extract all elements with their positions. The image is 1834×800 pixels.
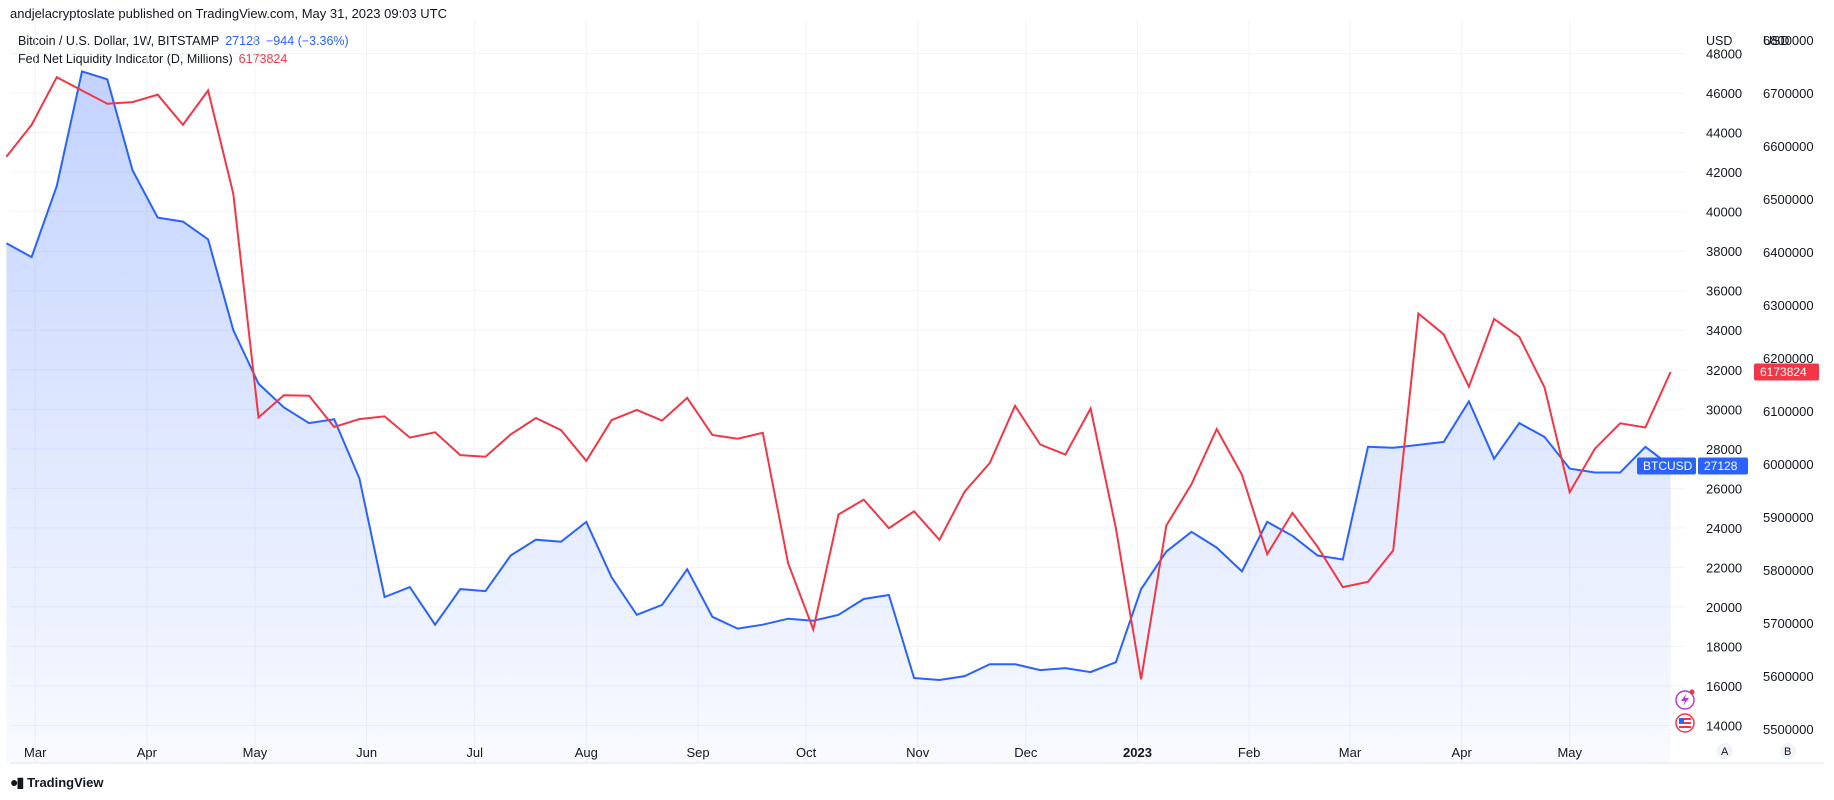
brand-name: TradingView xyxy=(27,775,104,790)
us-flag-icon[interactable] xyxy=(1675,713,1695,733)
btc-tick-label: 20000 xyxy=(1706,600,1742,615)
btc-tick-label: 26000 xyxy=(1706,481,1742,496)
x-tick-label: Sep xyxy=(686,745,709,760)
fed-tick-label: 6000000 xyxy=(1763,457,1814,472)
fed-series-line[interactable] xyxy=(5,75,1672,680)
fed-current-badge: 6173824 xyxy=(1754,363,1819,381)
x-tick-label: Dec xyxy=(1014,745,1038,760)
btc-tick-label: 38000 xyxy=(1706,244,1742,259)
x-tick-label: Aug xyxy=(575,745,598,760)
btc-tick-label: 32000 xyxy=(1706,363,1742,378)
btc-badge-value: 27128 xyxy=(1704,459,1738,473)
fed-tick-label: 6500000 xyxy=(1763,192,1814,207)
fed-price-axis[interactable]: 5500000 5600000 5700000 5800000 5900000 60000… xyxy=(1763,33,1814,737)
btc-axis-unit: USD xyxy=(1706,34,1732,48)
time-axis[interactable]: Mar Apr May Jun Jul Aug Sep Oct Nov Dec 2023 Feb Mar… xyxy=(24,745,1582,760)
fed-tick-label: 6300000 xyxy=(1763,298,1814,313)
x-tick-label: 2023 xyxy=(1123,745,1152,760)
x-tick-label: Mar xyxy=(1339,745,1362,760)
btc-tick-label: 42000 xyxy=(1706,165,1742,180)
x-tick-label: Feb xyxy=(1238,745,1260,760)
btc-tick-label: 18000 xyxy=(1706,639,1742,654)
btc-price-axis[interactable]: 14000 16000 18000 20000 22000 24000 26000 28000… xyxy=(1706,47,1742,734)
x-tick-label: Apr xyxy=(137,745,158,760)
btc-tick-label: 14000 xyxy=(1706,718,1742,733)
fed-tick-label: 6100000 xyxy=(1763,404,1814,419)
btc-tick-label: 16000 xyxy=(1706,679,1742,694)
btc-badge-label: BTCUSD xyxy=(1643,459,1693,473)
x-tick-label: Apr xyxy=(1452,745,1473,760)
btc-area xyxy=(6,71,1671,763)
btc-tick-label: 34000 xyxy=(1706,323,1742,338)
fed-tick-label: 6800000 xyxy=(1763,33,1814,48)
btc-tick-label: 22000 xyxy=(1706,560,1742,575)
legend-btc-value: 27128 xyxy=(225,34,260,48)
btc-tick-label: 30000 xyxy=(1706,402,1742,417)
btc-tick-label: 28000 xyxy=(1706,442,1742,457)
x-tick-label: Jun xyxy=(356,745,377,760)
x-tick-label: Oct xyxy=(796,745,817,760)
legend-fed[interactable]: Fed Net Liquidity Indicator (D, Millions… xyxy=(18,52,287,66)
x-tick-label: Nov xyxy=(906,745,930,760)
svg-text:A: A xyxy=(1721,746,1729,758)
fed-tick-label: 5700000 xyxy=(1763,616,1814,631)
fed-tick-label: 6400000 xyxy=(1763,245,1814,260)
fed-axis-unit: USD xyxy=(1763,34,1789,48)
btc-tick-label: 36000 xyxy=(1706,284,1742,299)
legend-fed-value: 6173824 xyxy=(238,52,288,66)
x-tick-label: Mar xyxy=(24,745,47,760)
publish-info: andjelacryptoslate published on TradingV… xyxy=(10,6,447,21)
fed-tick-label: 6600000 xyxy=(1763,139,1814,154)
svg-text:B: B xyxy=(1784,746,1791,758)
btc-tick-label: 46000 xyxy=(1706,86,1742,101)
fed-tick-label: 5800000 xyxy=(1763,563,1814,578)
legend-fed-title: Fed Net Liquidity Indicator (D, Millions… xyxy=(18,52,233,66)
btc-current-badge: BTCUSD 27128 xyxy=(1637,457,1748,475)
x-tick-label: Jul xyxy=(466,745,483,760)
x-tick-label: May xyxy=(1557,745,1582,760)
fed-tick-label: 5900000 xyxy=(1763,510,1814,525)
fed-tick-label: 6700000 xyxy=(1763,86,1814,101)
x-tick-label: May xyxy=(243,745,268,760)
btc-tick-label: 48000 xyxy=(1706,47,1742,62)
legend-btc-title: Bitcoin / U.S. Dollar, 1W, BITSTAMP xyxy=(18,34,220,48)
legend-btc-change: −944 (−3.36%) xyxy=(265,34,349,48)
btc-tick-label: 24000 xyxy=(1706,521,1742,536)
scale-a-button[interactable]: A xyxy=(1717,743,1733,759)
btc-series-line[interactable] xyxy=(5,70,1672,682)
tradingview-brand[interactable]: ●▮ TradingView xyxy=(10,774,104,791)
fed-badge-value: 6173824 xyxy=(1760,365,1807,379)
lightning-alert-icon[interactable] xyxy=(1675,689,1695,710)
scale-b-button[interactable]: B xyxy=(1780,743,1796,759)
btc-tick-label: 40000 xyxy=(1706,205,1742,220)
fed-tick-label: 5500000 xyxy=(1763,722,1814,737)
fed-tick-label: 6200000 xyxy=(1763,351,1814,366)
btc-tick-label: 44000 xyxy=(1706,126,1742,141)
fed-tick-label: 5600000 xyxy=(1763,669,1814,684)
tv-logo-icon: ●▮ xyxy=(10,774,24,790)
legend-btc[interactable]: Bitcoin / U.S. Dollar, 1W, BITSTAMP 27128… xyxy=(18,34,349,48)
